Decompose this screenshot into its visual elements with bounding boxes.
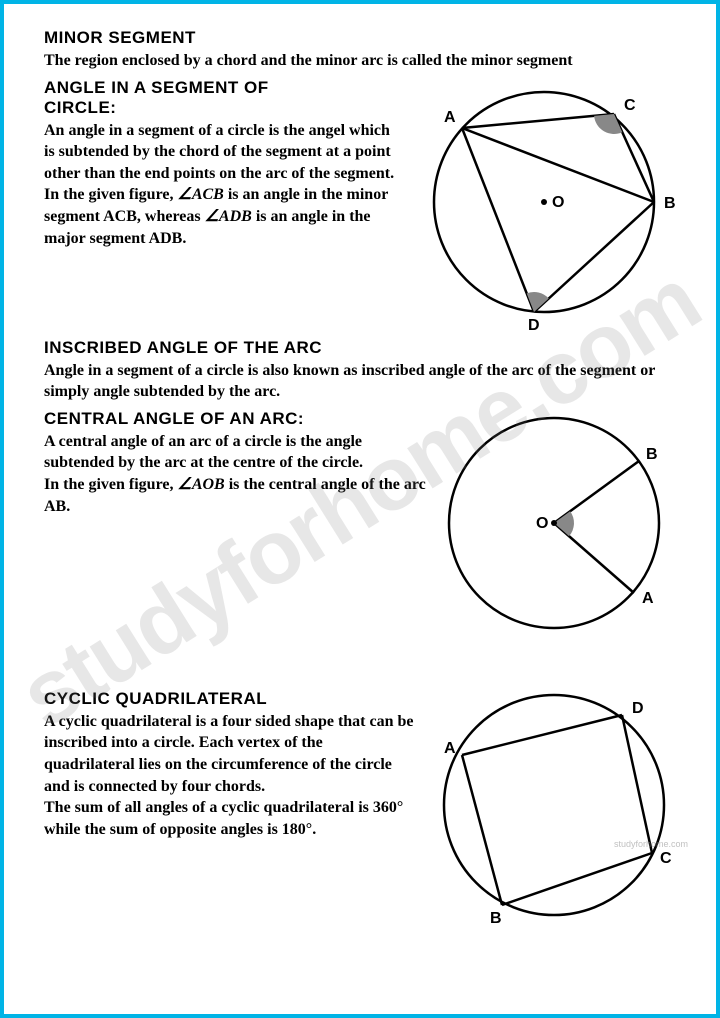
page-content: MINOR SEGMENT The region enclosed by a c… (4, 4, 716, 951)
row-cyclic: CYCLIC QUADRILATERAL A cyclic quadrilate… (44, 683, 684, 933)
text-minor-segment: The region enclosed by a chord and the m… (44, 50, 684, 72)
angle-aob: ∠AOB (177, 476, 224, 493)
svg-text:C: C (624, 97, 636, 114)
t: In the given figure, (44, 476, 177, 493)
angle-adb: ∠ADB (205, 208, 252, 225)
svg-text:C: C (660, 850, 672, 867)
svg-text:A: A (444, 740, 456, 757)
svg-text:A: A (642, 590, 654, 607)
text-cyclic: A cyclic quadrilateral is a four sided s… (44, 711, 416, 841)
figure-cyclic-quad: A D C B (424, 683, 684, 933)
heading-inscribed: INSCRIBED ANGLE OF THE ARC (44, 338, 684, 358)
t: In the given figure, (44, 186, 177, 203)
heading-angle-segment: ANGLE IN A SEGMENT OF CIRCLE: (44, 78, 304, 118)
svg-text:O: O (552, 194, 564, 211)
heading-minor-segment: MINOR SEGMENT (44, 28, 684, 48)
row-central: CENTRAL ANGLE OF AN ARC: A central angle… (44, 403, 684, 653)
figure-inscribed-angle: O A C B D (404, 72, 684, 332)
text-central-1: A central angle of an arc of a circle is… (44, 431, 426, 474)
text-angle-segment-2: In the given figure, ∠ACB is an angle in… (44, 184, 396, 249)
figure-central-angle: O B A (434, 403, 684, 653)
row-angle-segment: ANGLE IN A SEGMENT OF CIRCLE: An angle i… (44, 72, 684, 332)
angle-acb: ∠ACB (177, 186, 223, 203)
text-inscribed: Angle in a segment of a circle is also k… (44, 360, 684, 403)
svg-text:B: B (664, 195, 676, 212)
svg-text:B: B (646, 446, 658, 463)
heading-central: CENTRAL ANGLE OF AN ARC: (44, 409, 426, 429)
svg-text:O: O (536, 515, 548, 532)
text-central-2: In the given figure, ∠AOB is the central… (44, 474, 426, 517)
heading-cyclic: CYCLIC QUADRILATERAL (44, 689, 416, 709)
svg-text:D: D (632, 700, 644, 717)
svg-text:A: A (444, 109, 456, 126)
text-angle-segment-1: An angle in a segment of a circle is the… (44, 120, 396, 185)
svg-text:B: B (490, 910, 502, 927)
svg-text:D: D (528, 317, 540, 332)
